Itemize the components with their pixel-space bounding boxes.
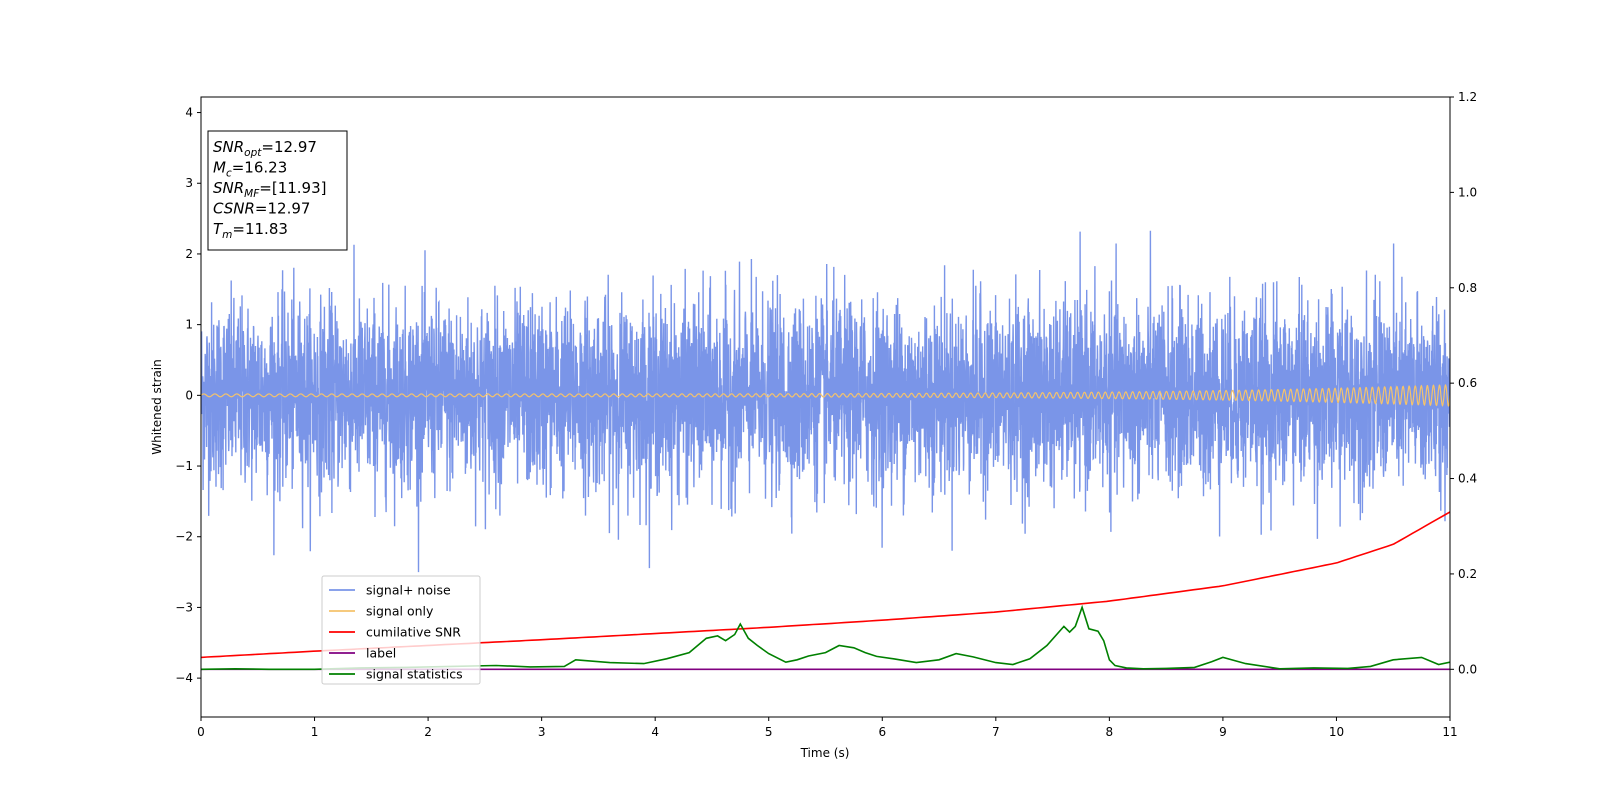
annotation-value: =16.23	[232, 159, 288, 177]
x-tick-label: 8	[1106, 725, 1114, 739]
y-right-tick-label: 0.8	[1458, 281, 1477, 295]
y-right-tick-label: 0.2	[1458, 567, 1477, 581]
annotation-symbol: CSNR	[213, 200, 255, 218]
y-axis-left: −4 −3 −2 −1 0 1 2 3 4	[175, 106, 201, 685]
annotation-frame	[207, 130, 348, 251]
y-right-tick-label: 1.2	[1458, 90, 1477, 104]
y-left-tick-label: −3	[175, 600, 193, 614]
y-right-tick-label: 0.0	[1458, 662, 1477, 676]
annotation-box: SNRopt=12.97Mc=16.23SNRMF=[11.93]CSNR=12…	[207, 130, 348, 251]
legend-entry-label: signal only	[366, 604, 434, 619]
y-left-tick-label: 4	[185, 106, 193, 120]
annotation-line: SNRMF=[11.93]	[213, 179, 327, 200]
y-left-tick-label: −2	[175, 530, 193, 544]
y-axis-label: Whitened strain	[150, 359, 164, 455]
annotation-value: =12.97	[255, 200, 311, 218]
y-right-tick-label: 0.4	[1458, 472, 1477, 486]
annotation-value: =11.83	[232, 220, 288, 238]
annotation-subscript: opt	[244, 147, 262, 159]
series-signal-noise	[201, 230, 1450, 573]
y-axis-right: 0.0 0.2 0.4 0.6 0.8 1.0 1.2	[1450, 90, 1477, 676]
y-left-tick-label: 2	[185, 247, 193, 261]
x-tick-label: 3	[538, 725, 546, 739]
annotation-value: =12.97	[261, 138, 317, 156]
x-tick-label: 11	[1442, 725, 1457, 739]
annotation-symbol: M	[213, 159, 226, 177]
y-left-tick-label: −1	[175, 459, 193, 473]
y-left-tick-label: 1	[185, 318, 193, 332]
legend-entry-label: signal+ noise	[366, 583, 451, 598]
legend-entry-label: cumilative SNR	[366, 625, 461, 640]
x-axis-label: Time (s)	[800, 746, 850, 760]
annotation-subscript: MF	[244, 188, 260, 200]
x-tick-label: 2	[424, 725, 432, 739]
annotation-line: SNRopt=12.97	[213, 138, 317, 159]
y-left-tick-label: 0	[185, 388, 193, 402]
series-signal-only	[201, 384, 1450, 407]
x-tick-label: 10	[1329, 725, 1344, 739]
y-left-tick-label: −4	[175, 671, 193, 685]
y-right-tick-label: 1.0	[1458, 185, 1477, 199]
x-tick-label: 1	[311, 725, 319, 739]
axes-frame	[200, 96, 1451, 718]
annotation-symbol: T	[213, 220, 224, 238]
series-signal-statistics	[201, 604, 1450, 671]
annotation-value: =[11.93]	[259, 179, 326, 197]
y-right-tick-label: 0.6	[1458, 376, 1477, 390]
legend-frame	[321, 575, 481, 685]
annotation-symbol: SNR	[213, 179, 244, 197]
x-tick-label: 9	[1219, 725, 1227, 739]
annotation-subscript: m	[222, 229, 232, 241]
annotation-symbol: SNR	[213, 138, 244, 156]
legend: signal+ noise signal only cumilative SNR la…	[321, 575, 481, 685]
annotation-line: CSNR=12.97	[213, 200, 310, 218]
x-tick-label: 0	[197, 725, 205, 739]
annotation-subscript: c	[226, 168, 232, 180]
x-tick-label: 7	[992, 725, 1000, 739]
x-tick-label: 6	[878, 725, 886, 739]
legend-entry-label: signal statistics	[366, 667, 463, 682]
x-axis: 0 1 2 3 4 5 6 7 8 9 10 11	[197, 717, 1458, 739]
annotation-line: Tm=11.83	[213, 220, 288, 241]
x-tick-label: 4	[651, 725, 659, 739]
legend-entry-label: label	[366, 646, 396, 661]
annotation-line: Mc=16.23	[213, 159, 287, 180]
y-left-tick-label: 3	[185, 176, 193, 190]
x-tick-label: 5	[765, 725, 773, 739]
